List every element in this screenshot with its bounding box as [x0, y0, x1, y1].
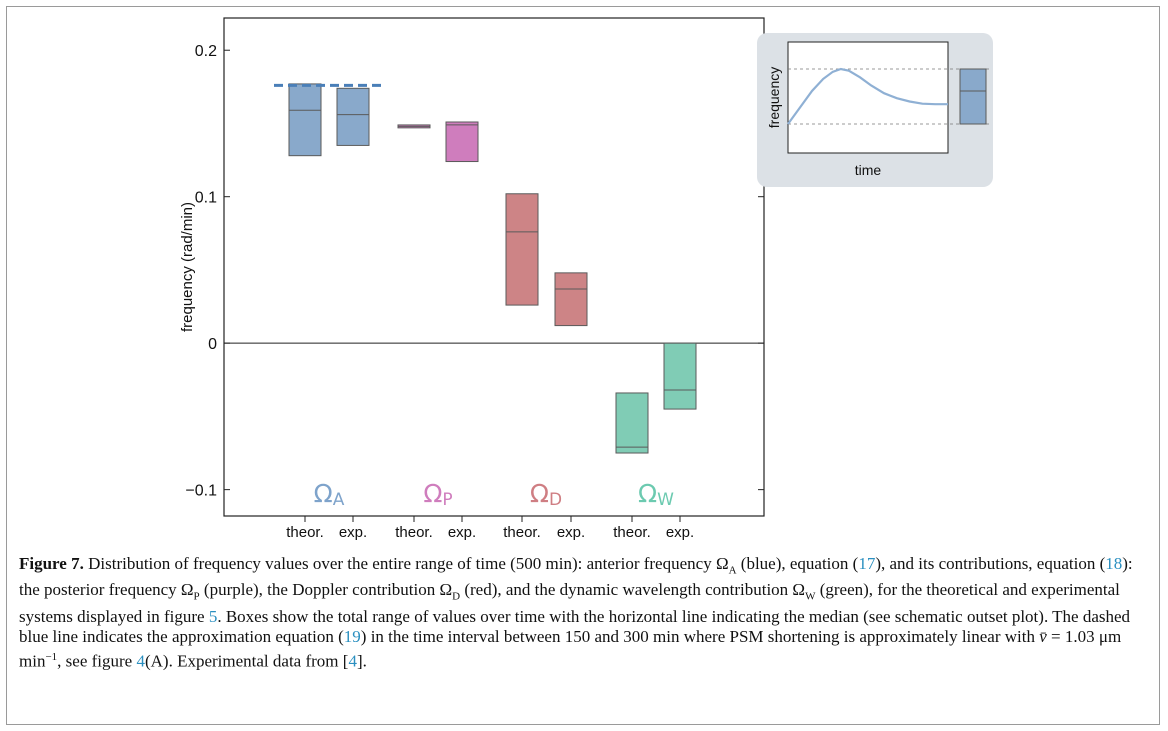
group-label: ΩP — [423, 479, 452, 510]
caption-text: ), and its contributions, equation ( — [875, 554, 1106, 573]
box-exp — [554, 272, 588, 327]
caption-subscript: D — [452, 590, 461, 603]
caption-reference-link[interactable]: 5 — [208, 606, 218, 626]
y-tick-label: 0 — [208, 336, 217, 353]
box-exp — [336, 87, 370, 146]
caption-text: ) in the time interval between 150 and 3… — [360, 626, 1040, 646]
caption-text: = 1.03 μm min — [19, 626, 1122, 671]
caption-reference-link[interactable]: 4 — [348, 651, 357, 671]
x-tick-label: theor. — [503, 524, 541, 541]
y-axis-label: frequency (rad/min) — [179, 202, 196, 332]
x-tick-label: theor. — [395, 524, 433, 541]
plot-frame — [223, 17, 765, 517]
y-tick-label: −0.1 — [185, 483, 217, 500]
box-exp — [663, 342, 697, 410]
inset-x-label: time — [855, 162, 882, 178]
box-theor — [505, 193, 539, 306]
caption-text: (A). Experimental data from [ — [144, 651, 349, 671]
caption-text: (blue), equation ( — [736, 554, 859, 573]
caption-subscript: A — [728, 564, 737, 577]
caption-subscript: P — [193, 590, 200, 603]
inset-box — [959, 68, 987, 125]
figure-caption: Figure 7. Distribution of frequency valu… — [19, 554, 1149, 671]
caption-text: , see figure — [57, 651, 137, 671]
caption-superscript: −1 — [45, 650, 58, 663]
inset-series-line — [787, 67, 948, 125]
caption-text: ]. — [356, 651, 367, 671]
caption-text: (red), and the dynamic wavelength contri… — [460, 580, 806, 600]
caption-text: (green), for the theoretical and experim… — [19, 580, 1120, 626]
box-exp — [445, 121, 479, 163]
inset-frame — [787, 41, 949, 154]
caption-text: ): the posterior frequency Ω — [19, 554, 1133, 600]
caption-text: . Boxes show the total range of values o… — [19, 606, 1131, 646]
caption-reference-link[interactable]: 19 — [343, 626, 361, 646]
caption-reference-link[interactable]: 4 — [136, 651, 145, 671]
x-tick-label: theor. — [613, 524, 651, 541]
x-tick-label: theor. — [286, 524, 324, 541]
x-tick-label: exp. — [448, 524, 476, 541]
caption-text: (purple), the Doppler contribution Ω — [199, 580, 453, 600]
caption-reference-link[interactable]: 18 — [1105, 554, 1123, 573]
y-tick-label: 0.1 — [195, 190, 217, 207]
x-tick-label: exp. — [339, 524, 367, 541]
y-tick-label: 0.2 — [195, 43, 217, 60]
caption-text: Distribution of frequency values over th… — [83, 554, 729, 573]
group-label: ΩA — [314, 479, 345, 510]
caption-reference-link[interactable]: 17 — [858, 554, 876, 573]
group-label: ΩW — [638, 479, 674, 510]
figure-label: Figure 7. — [19, 554, 84, 573]
x-tick-label: exp. — [666, 524, 694, 541]
x-tick-label: exp. — [557, 524, 585, 541]
caption-italic: v̄ — [1039, 626, 1047, 646]
inset-y-label: frequency — [766, 67, 782, 128]
box-theor — [615, 392, 649, 454]
group-label: ΩD — [530, 479, 562, 510]
caption-subscript: W — [805, 590, 816, 603]
